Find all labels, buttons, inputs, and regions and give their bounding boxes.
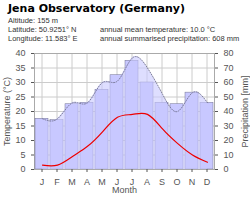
svg-text:10: 10 <box>15 135 25 145</box>
svg-text:40: 40 <box>224 106 234 116</box>
html-text:annual mean temperature: 10.0: annual mean temperature: 10.0 °C <box>100 25 216 34</box>
svg-text:80: 80 <box>224 48 234 58</box>
svg-text:A: A <box>144 177 150 187</box>
svg-text:20: 20 <box>224 135 234 145</box>
svg-text:40: 40 <box>15 48 25 58</box>
svg-text:O: O <box>173 177 180 187</box>
svg-text:M: M <box>98 177 106 187</box>
svg-text:J: J <box>40 177 45 187</box>
svg-text:10: 10 <box>224 150 234 160</box>
svg-text:Month: Month <box>112 185 137 195</box>
svg-text:0: 0 <box>224 164 229 174</box>
svg-text:70: 70 <box>224 63 234 73</box>
svg-text:60: 60 <box>224 77 234 87</box>
svg-text:Temperature (°C): Temperature (°C) <box>2 77 12 146</box>
svg-text:30: 30 <box>224 121 234 131</box>
html-text:annual summarised precipitatio: annual summarised precipitation: 608 mm <box>100 34 240 43</box>
html-text:Altitude: 155 m: Altitude: 155 m <box>8 16 58 25</box>
svg-text:M: M <box>68 177 76 187</box>
svg-text:D: D <box>204 177 211 187</box>
html-text:Longitude: 11.583° E: Longitude: 11.583° E <box>8 34 78 43</box>
svg-text:0: 0 <box>20 164 25 174</box>
svg-text:25: 25 <box>15 92 25 102</box>
html-text:Latitude: 50.9251° N: Latitude: 50.9251° N <box>8 25 77 34</box>
svg-text:15: 15 <box>15 121 25 131</box>
svg-text:20: 20 <box>15 106 25 116</box>
svg-text:F: F <box>54 177 60 187</box>
svg-text:N: N <box>189 177 196 187</box>
svg-text:50: 50 <box>224 92 234 102</box>
svg-text:S: S <box>159 177 165 187</box>
svg-text:35: 35 <box>15 63 25 73</box>
svg-text:A: A <box>84 177 90 187</box>
svg-text:30: 30 <box>15 77 25 87</box>
svg-text:Precipitation [mm]: Precipitation [mm] <box>240 75 250 147</box>
html-text:Jena Observatory (Germany): Jena Observatory (Germany) <box>8 2 185 15</box>
svg-text:J: J <box>129 176 135 187</box>
svg-text:5: 5 <box>20 150 25 160</box>
svg-text:J: J <box>114 176 120 187</box>
